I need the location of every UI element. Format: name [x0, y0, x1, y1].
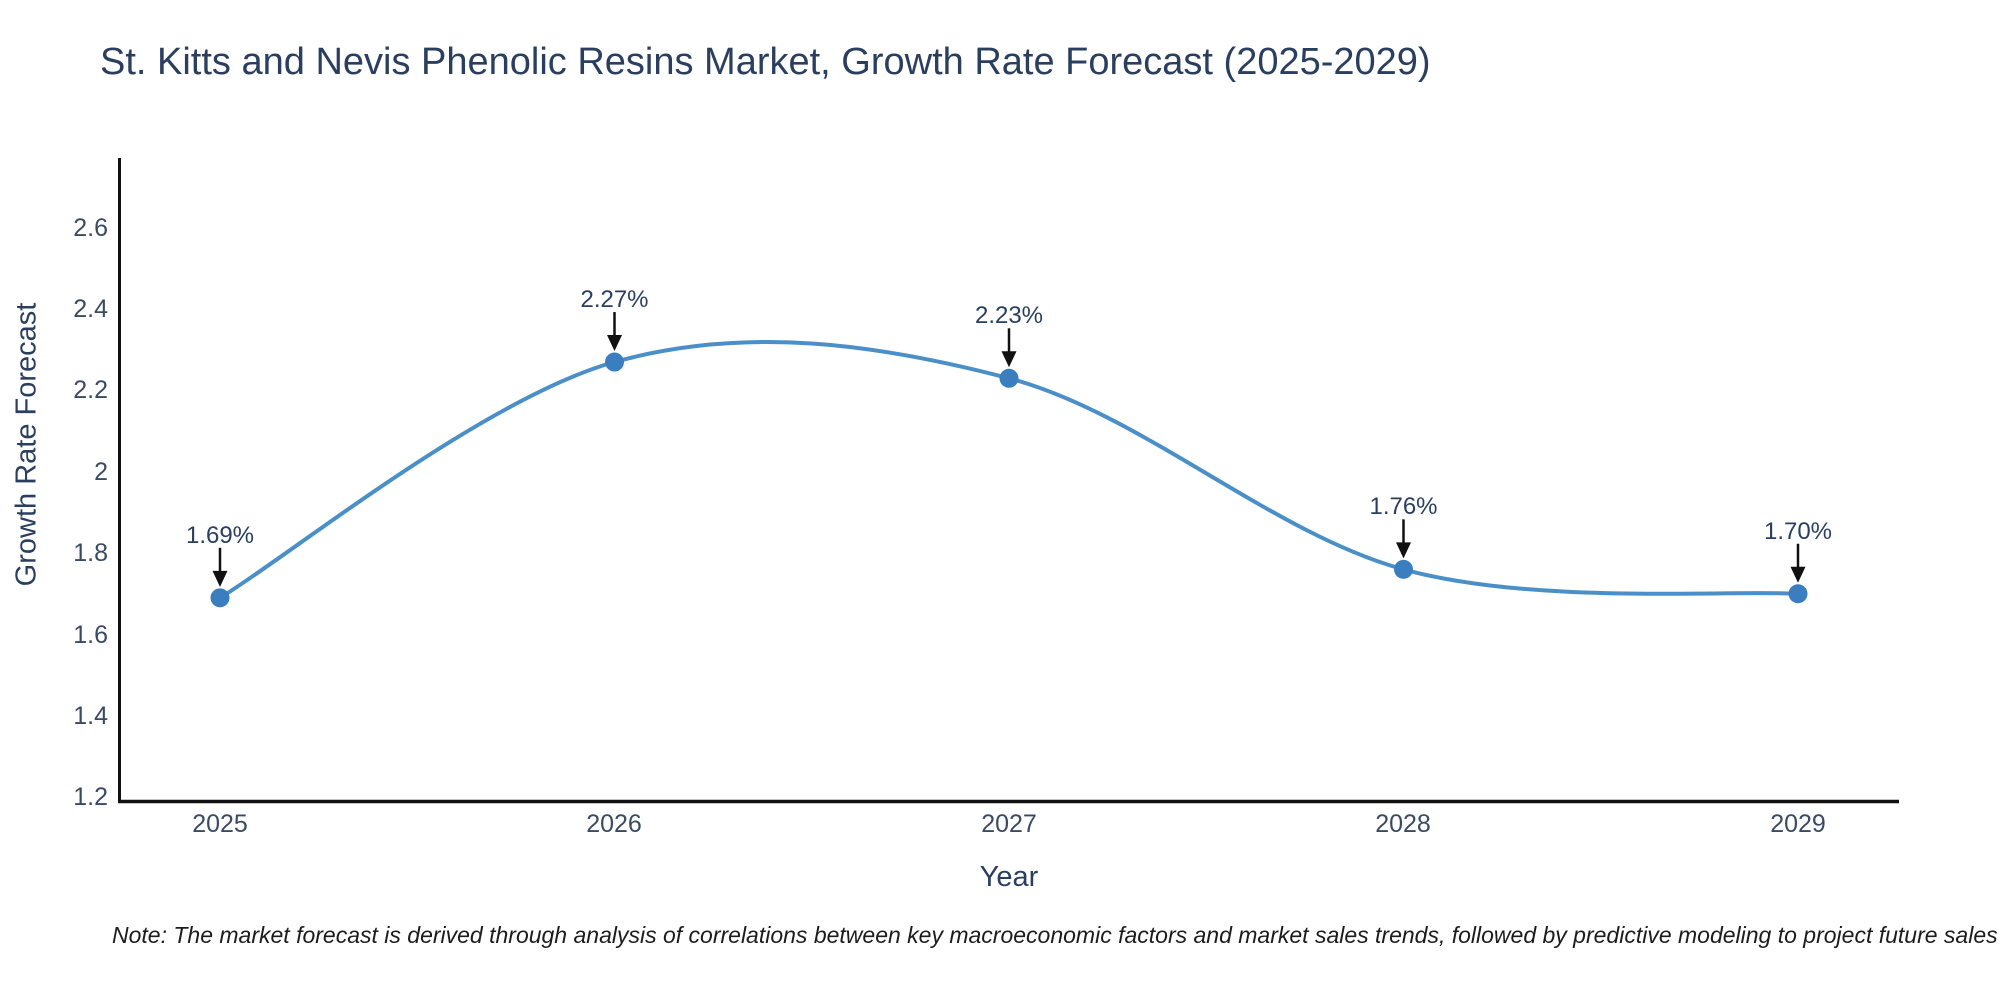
data-point-2025[interactable]: [210, 588, 230, 608]
annotation-arrow-head: [607, 335, 622, 352]
data-point-2026[interactable]: [605, 352, 624, 372]
y-tick-label: 1.6: [73, 621, 108, 649]
annotation-arrows: [212, 312, 1806, 587]
y-tick-label: 2.4: [73, 295, 108, 323]
point-annotation-2027: 2.23%: [974, 302, 1044, 330]
y-tick-label: 2.2: [73, 376, 108, 404]
y-tick-label: 1.8: [73, 539, 108, 567]
data-point-2029[interactable]: [1788, 584, 1808, 604]
footnote: Note: The market forecast is derived thr…: [112, 922, 1998, 948]
data-point-2028[interactable]: [1394, 559, 1413, 579]
x-tick-label: 2029: [1770, 810, 1826, 838]
x-axis-title: Year: [979, 861, 1039, 893]
annotation-arrow-head: [1790, 566, 1806, 583]
x-tick-label: 2025: [192, 810, 248, 838]
y-tick-label: 2: [94, 458, 108, 486]
annotation-arrow-head: [1396, 542, 1411, 559]
chart-title: St. Kitts and Nevis Phenolic Resins Mark…: [100, 41, 1431, 83]
x-tick-label: 2028: [1375, 810, 1431, 838]
data-point-markers: [210, 352, 1808, 608]
point-annotation-2029: 1.70%: [1763, 517, 1833, 545]
x-tick-label: 2026: [586, 810, 642, 838]
y-tick-label: 2.6: [73, 214, 108, 242]
point-annotation-2028: 1.76%: [1369, 493, 1438, 521]
y-tick-label: 1.4: [73, 702, 108, 730]
annotation-arrow-head: [212, 570, 228, 587]
y-tick-label: 1.2: [73, 783, 108, 811]
annotation-arrow-head: [1001, 351, 1017, 368]
data-point-2027[interactable]: [999, 368, 1019, 388]
point-annotation-2026: 2.27%: [580, 286, 649, 314]
point-annotation-2025: 1.69%: [185, 521, 255, 549]
x-tick-label: 2027: [981, 810, 1037, 838]
